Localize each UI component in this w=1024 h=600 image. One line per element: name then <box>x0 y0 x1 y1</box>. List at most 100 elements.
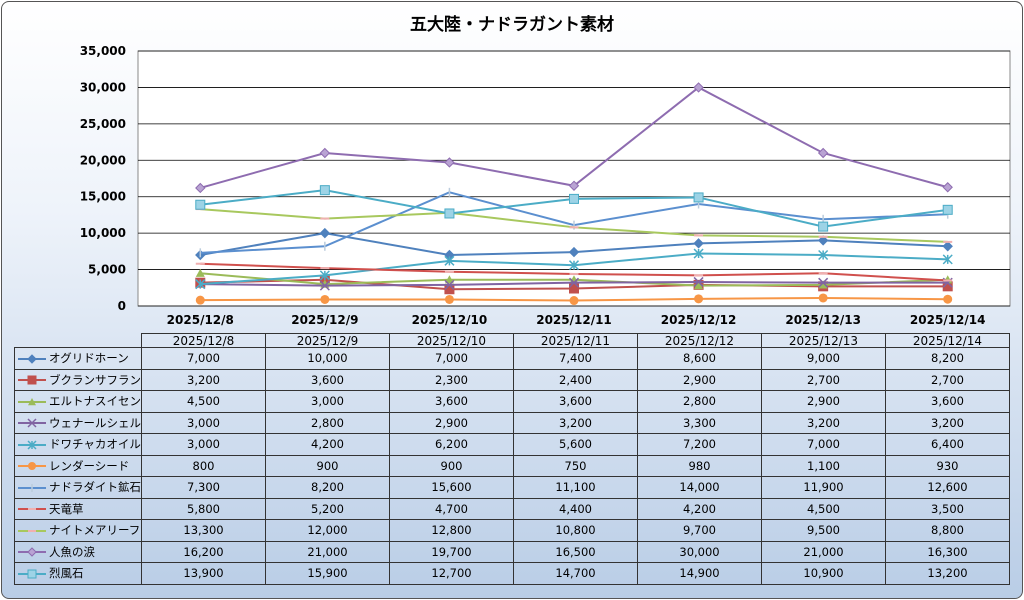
table-value-cell: 4,400 <box>513 497 638 520</box>
table-value-cell: 7,400 <box>513 347 638 370</box>
y-tick-label: 15,000 <box>80 190 126 204</box>
data-point <box>319 280 330 291</box>
table-value-cell: 13,300 <box>141 519 266 542</box>
table-row: オグリドホーン 7,000 10,000 7,000 7,400 8,600 9,000 8,… <box>14 347 1010 370</box>
table-value-cell: 14,700 <box>513 562 638 585</box>
table-value-cell: 13,900 <box>141 562 266 585</box>
table-value-cell: 3,000 <box>141 411 266 434</box>
table-value-cell: 2,900 <box>761 390 886 413</box>
table-value-cell: 5,800 <box>141 497 266 520</box>
table-value-cell: 6,200 <box>389 433 514 456</box>
table-value-cell: 8,200 <box>265 476 390 499</box>
legend-key-icon <box>18 440 46 450</box>
table-header-cell: 2025/12/14 <box>885 333 1010 348</box>
data-point <box>195 279 206 290</box>
table-row: 天竜草 5,800 5,200 4,700 4,400 4,200 4,500 3,500 <box>14 497 1010 520</box>
table-value-cell: 3,200 <box>761 411 886 434</box>
legend-label: ドワチャカオイル <box>49 437 141 452</box>
table-value-cell: 7,200 <box>637 433 762 456</box>
data-point <box>444 208 455 219</box>
legend-label: 天竜草 <box>49 501 84 516</box>
data-point <box>444 255 455 266</box>
table-value-cell: 4,200 <box>637 497 762 520</box>
y-tick-label: 5,000 <box>88 263 126 277</box>
table-value-cell: 8,800 <box>885 519 1010 542</box>
table-value-cell: 4,200 <box>265 433 390 456</box>
data-point <box>818 293 828 303</box>
table-value-cell: 9,000 <box>761 347 886 370</box>
table-header-cell: 2025/12/13 <box>761 333 886 348</box>
legend-label: オグリドホーン <box>49 351 129 366</box>
legend-label: レンダーシード <box>49 458 130 473</box>
table-value-cell: 10,800 <box>513 519 638 542</box>
table-row: 烈風石 13,900 15,900 12,700 14,700 14,900 10,900 1… <box>14 562 1010 585</box>
series-9 <box>195 82 953 194</box>
data-point <box>942 182 953 193</box>
data-point <box>195 268 205 277</box>
table-corner <box>15 334 142 348</box>
data-point <box>942 241 953 252</box>
table-value-cell: 21,000 <box>265 540 390 563</box>
data-point <box>694 281 704 290</box>
x-tick-label: 2025/12/8 <box>167 313 234 327</box>
legend-cell: ウェナールシェル <box>14 411 142 434</box>
data-point <box>818 280 828 289</box>
legend-label: ウェナールシェル <box>49 415 141 430</box>
table-value-cell: 19,700 <box>389 540 514 563</box>
table-value-cell: 10,000 <box>265 347 390 370</box>
table-value-cell: 7,300 <box>141 476 266 499</box>
series-4 <box>195 248 953 290</box>
y-tick-label: 30,000 <box>80 80 126 94</box>
table-value-cell: 4,500 <box>761 497 886 520</box>
table-value-cell: 800 <box>141 454 266 477</box>
y-tick-label: 35,000 <box>80 44 126 58</box>
table-value-cell: 750 <box>513 454 638 477</box>
data-point <box>320 294 330 304</box>
data-point <box>818 277 829 288</box>
table-value-cell: 3,600 <box>265 368 390 391</box>
data-point <box>943 294 953 304</box>
table-value-cell: 3,300 <box>637 411 762 434</box>
data-point <box>319 227 331 239</box>
table-value-cell: 7,000 <box>389 347 514 370</box>
table-value-cell: 11,900 <box>761 476 886 499</box>
table-value-cell: 14,900 <box>637 562 762 585</box>
legend-key-icon <box>18 547 46 557</box>
table-value-cell: 3,600 <box>513 390 638 413</box>
data-point <box>568 277 580 288</box>
x-tick-label: 2025/12/12 <box>661 313 737 327</box>
table-value-cell: 2,900 <box>389 411 514 434</box>
table-value-cell: 21,000 <box>761 540 886 563</box>
table-row: ブクランサフラン 3,200 3,600 2,300 2,400 2,900 2,700 2,… <box>14 368 1010 391</box>
table-value-cell: 8,200 <box>885 347 1010 370</box>
legend-label: ナドラダイト鉱石 <box>49 480 141 495</box>
x-tick-label: 2025/12/9 <box>291 313 358 327</box>
data-point <box>693 192 704 203</box>
table-header-cell: 2025/12/12 <box>637 333 762 348</box>
table-value-cell: 2,400 <box>513 368 638 391</box>
y-tick-label: 0 <box>118 299 126 313</box>
table-value-cell: 930 <box>885 454 1010 477</box>
data-point <box>319 147 331 159</box>
table-value-cell: 9,500 <box>761 519 886 542</box>
data-point <box>444 157 455 168</box>
table-value-cell: 15,600 <box>389 476 514 499</box>
table-value-cell: 2,300 <box>389 368 514 391</box>
data-point <box>818 221 829 232</box>
table-value-cell: 2,900 <box>637 368 762 391</box>
table-value-cell: 4,700 <box>389 497 514 520</box>
table-value-cell: 900 <box>389 454 514 477</box>
table-row: 人魚の涙 16,200 21,000 19,700 16,500 30,000 21,000… <box>14 540 1010 563</box>
data-point <box>319 185 330 196</box>
series-7 <box>195 262 953 282</box>
data-point <box>817 147 829 159</box>
table-value-cell: 1,100 <box>761 454 886 477</box>
table-value-cell: 3,200 <box>141 368 266 391</box>
legend-cell: オグリドホーン <box>14 347 142 370</box>
table-value-cell: 900 <box>265 454 390 477</box>
data-point <box>444 279 455 290</box>
legend-cell: ナドラダイト鉱石 <box>14 476 142 499</box>
table-value-cell: 2,700 <box>761 368 886 391</box>
legend-key-icon <box>18 418 46 428</box>
x-tick-label: 2025/12/11 <box>536 313 612 327</box>
